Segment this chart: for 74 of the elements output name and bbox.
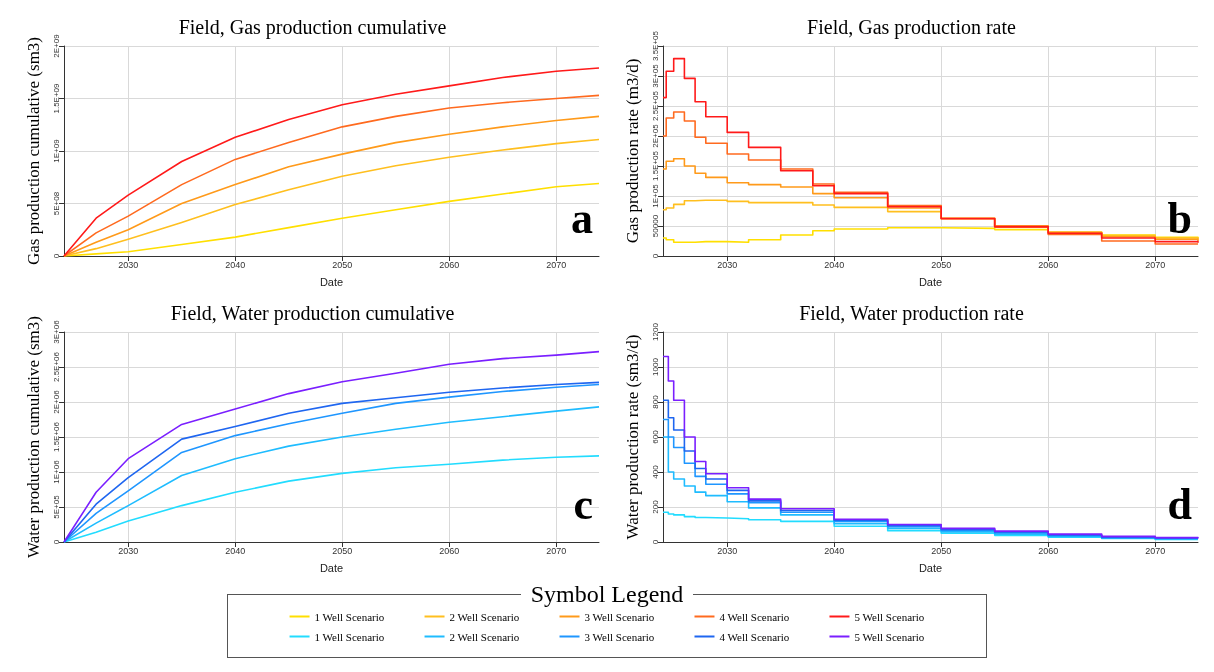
y-tick-label: 800 [650,394,660,409]
x-tick-label: 2040 [225,259,246,270]
x-tick-label: 2050 [931,259,952,270]
legend-label: 1 Well Scenario [314,610,385,623]
x-tick-label: 2030 [717,545,738,556]
x-axis-title: Date [918,561,943,574]
legend-title: Symbol Legend [520,581,694,607]
y-tick-label: 1E+06 [51,459,61,484]
y-tick-label: 3E+06 [51,319,61,344]
y-tick-label: 3.5E+05 [650,30,660,62]
x-tick-label: 2030 [717,259,738,270]
y-tick-label: 0 [650,253,660,259]
y-tick-label: 1E+09 [51,138,61,163]
chart-title: Field, Water production cumulative [170,302,455,325]
annotation: a [571,193,593,243]
y-axis-title: Gas production rate (m3/d) [623,58,642,244]
y-tick-label: 2E+09 [51,33,61,58]
x-tick-label: 2030 [118,259,139,270]
y-tick-label: 50000 [650,214,660,238]
x-tick-label: 2050 [332,545,353,556]
x-tick-label: 2070 [1145,259,1166,270]
x-tick-label: 2060 [1038,545,1059,556]
x-tick-label: 2050 [332,259,353,270]
x-tick-label: 2060 [439,545,460,556]
x-tick-label: 2060 [439,259,460,270]
x-tick-label: 2040 [225,545,246,556]
x-tick-label: 2070 [1145,545,1166,556]
y-tick-label: 5E+05 [51,494,61,519]
y-tick-label: 400 [650,464,660,479]
x-tick-label: 2040 [824,259,845,270]
y-tick-label: 2.5E+06 [51,351,61,383]
x-axis-title: Date [918,275,943,288]
chart-title: Field, Gas production rate [807,16,1017,39]
x-tick-label: 2050 [931,545,952,556]
annotation: c [573,479,593,529]
y-axis-title: Water production rate (sm3/d) [623,334,642,540]
y-tick-label: 0 [650,539,660,545]
legend-label: 2 Well Scenario [449,630,520,643]
y-tick-label: 1.5E+09 [51,82,61,114]
annotation: b [1167,193,1192,243]
x-tick-label: 2060 [1038,259,1059,270]
x-tick-label: 2070 [546,545,567,556]
y-tick-label: 1200 [650,322,660,341]
y-tick-label: 200 [650,499,660,514]
y-tick-label: 2.5E+05 [650,90,660,122]
y-tick-label: 2E+05 [650,123,660,148]
x-axis-title: Date [319,561,344,574]
legend-label: 3 Well Scenario [584,610,655,623]
legend-label: 1 Well Scenario [314,630,385,643]
y-tick-label: 1.5E+06 [51,421,61,453]
y-tick-label: 0 [51,253,61,259]
legend-label: 5 Well Scenario [854,630,925,643]
legend-label: 4 Well Scenario [719,610,790,623]
y-tick-label: 1.5E+05 [650,150,660,182]
legend-label: 2 Well Scenario [449,610,520,623]
x-axis-title: Date [319,275,344,288]
x-tick-label: 2030 [118,545,139,556]
y-tick-label: 3E+05 [650,63,660,88]
y-tick-label: 600 [650,429,660,444]
x-tick-label: 2070 [546,259,567,270]
y-axis-title: Water production cumulative (sm3) [24,316,43,558]
y-axis-title: Gas production cumulative (sm3) [24,36,43,266]
legend-label: 5 Well Scenario [854,610,925,623]
annotation: d [1167,479,1192,529]
y-tick-label: 0 [51,539,61,545]
y-tick-label: 2E+06 [51,389,61,414]
legend-label: 4 Well Scenario [719,630,790,643]
chart-title: Field, Water production rate [799,302,1024,325]
x-tick-label: 2040 [824,545,845,556]
chart-title: Field, Gas production cumulative [178,16,447,39]
y-tick-label: 1E+05 [650,183,660,208]
legend-label: 3 Well Scenario [584,630,655,643]
y-tick-label: 5E+08 [51,191,61,216]
y-tick-label: 1000 [650,357,660,376]
